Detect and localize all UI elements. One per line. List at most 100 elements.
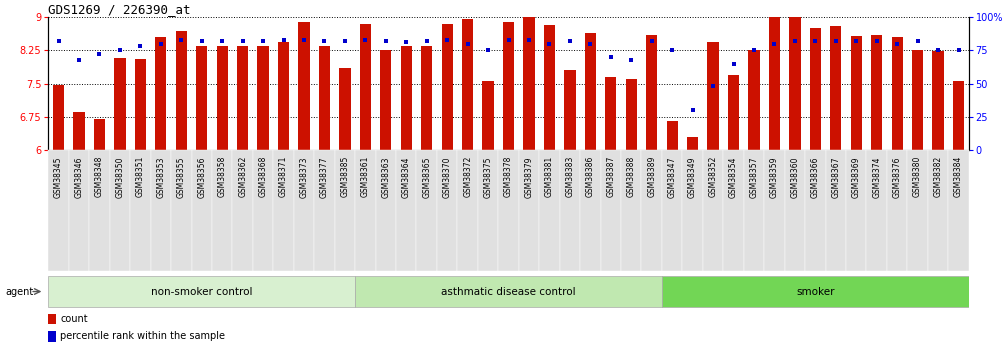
Text: GSM38363: GSM38363	[382, 156, 391, 198]
Text: GSM38345: GSM38345	[54, 156, 63, 198]
Text: GDS1269 / 226390_at: GDS1269 / 226390_at	[48, 3, 191, 16]
Bar	[907, 150, 927, 271]
Bar	[155, 37, 166, 150]
Bar	[298, 22, 309, 150]
Bar	[115, 58, 126, 150]
Text: GSM38366: GSM38366	[811, 156, 820, 198]
Bar	[703, 150, 723, 271]
Text: GSM38347: GSM38347	[668, 156, 677, 198]
Bar	[912, 50, 923, 150]
Bar	[339, 68, 350, 150]
Text: GSM38356: GSM38356	[197, 156, 206, 198]
Bar	[748, 50, 759, 150]
Text: GSM38388: GSM38388	[626, 156, 635, 197]
Bar	[846, 150, 866, 271]
Text: GSM38374: GSM38374	[872, 156, 881, 198]
Text: GSM38357: GSM38357	[749, 156, 758, 198]
Text: GSM38377: GSM38377	[320, 156, 329, 198]
Bar	[646, 35, 658, 150]
Bar	[233, 150, 253, 271]
Bar	[768, 17, 780, 150]
Bar	[932, 51, 944, 150]
Text: GSM38386: GSM38386	[586, 156, 595, 197]
Text: GSM38352: GSM38352	[709, 156, 718, 197]
Bar	[48, 150, 68, 271]
Bar	[217, 46, 228, 150]
Bar	[258, 46, 269, 150]
Bar	[826, 150, 846, 271]
Bar	[314, 150, 334, 271]
Bar	[851, 36, 862, 150]
Text: GSM38365: GSM38365	[422, 156, 431, 198]
Text: GSM38367: GSM38367	[832, 156, 840, 198]
Bar	[871, 35, 882, 150]
Bar	[498, 150, 519, 271]
Bar	[74, 112, 85, 150]
Bar	[806, 150, 826, 271]
Text: GSM38351: GSM38351	[136, 156, 145, 197]
Bar	[502, 22, 515, 150]
Text: GSM38369: GSM38369	[852, 156, 861, 198]
Text: GSM38358: GSM38358	[218, 156, 227, 197]
Bar	[683, 150, 703, 271]
Bar	[237, 46, 249, 150]
Bar	[949, 150, 969, 271]
Text: GSM38353: GSM38353	[156, 156, 165, 198]
Text: GSM38376: GSM38376	[892, 156, 901, 198]
Text: agent: agent	[5, 287, 33, 296]
Bar	[764, 150, 784, 271]
Bar	[708, 42, 719, 150]
Bar	[191, 150, 211, 271]
Bar	[625, 79, 636, 150]
Bar	[728, 75, 739, 150]
Bar	[830, 26, 842, 150]
Bar	[457, 150, 478, 271]
Bar	[437, 150, 457, 271]
Bar	[175, 31, 187, 150]
Bar	[135, 59, 146, 150]
Bar	[927, 150, 949, 271]
Bar	[866, 150, 887, 271]
Bar	[130, 150, 151, 271]
Bar	[90, 150, 110, 271]
Bar	[396, 150, 417, 271]
Text: GSM38373: GSM38373	[299, 156, 308, 198]
Text: GSM38381: GSM38381	[545, 156, 554, 197]
Text: GSM38383: GSM38383	[565, 156, 574, 197]
Bar	[253, 150, 273, 271]
Text: percentile rank within the sample: percentile rank within the sample	[60, 332, 226, 341]
Text: GSM38378: GSM38378	[505, 156, 513, 197]
Text: GSM38349: GSM38349	[688, 156, 697, 198]
Bar	[171, 150, 191, 271]
Bar	[94, 119, 105, 150]
Bar	[355, 150, 376, 271]
Bar	[48, 314, 56, 324]
Bar	[273, 150, 294, 271]
Bar	[421, 46, 432, 150]
Bar	[662, 150, 683, 271]
Bar	[211, 150, 233, 271]
Text: smoker: smoker	[797, 287, 835, 296]
Text: GSM38359: GSM38359	[770, 156, 779, 198]
Bar	[621, 150, 641, 271]
Text: GSM38354: GSM38354	[729, 156, 738, 198]
Bar	[667, 121, 678, 150]
Bar	[68, 150, 90, 271]
Bar	[294, 150, 314, 271]
Bar	[441, 24, 453, 150]
Bar	[789, 0, 801, 150]
Text: GSM38382: GSM38382	[933, 156, 943, 197]
Text: GSM38371: GSM38371	[279, 156, 288, 197]
Text: GSM38375: GSM38375	[483, 156, 492, 198]
Bar	[401, 46, 412, 150]
Bar	[564, 70, 576, 150]
Text: GSM38379: GSM38379	[525, 156, 534, 198]
Bar	[641, 150, 662, 271]
Bar	[560, 150, 580, 271]
Bar	[723, 150, 744, 271]
Text: count: count	[60, 314, 88, 324]
Text: GSM38346: GSM38346	[75, 156, 84, 198]
FancyBboxPatch shape	[662, 276, 969, 307]
Bar	[359, 24, 371, 150]
Bar	[887, 150, 907, 271]
